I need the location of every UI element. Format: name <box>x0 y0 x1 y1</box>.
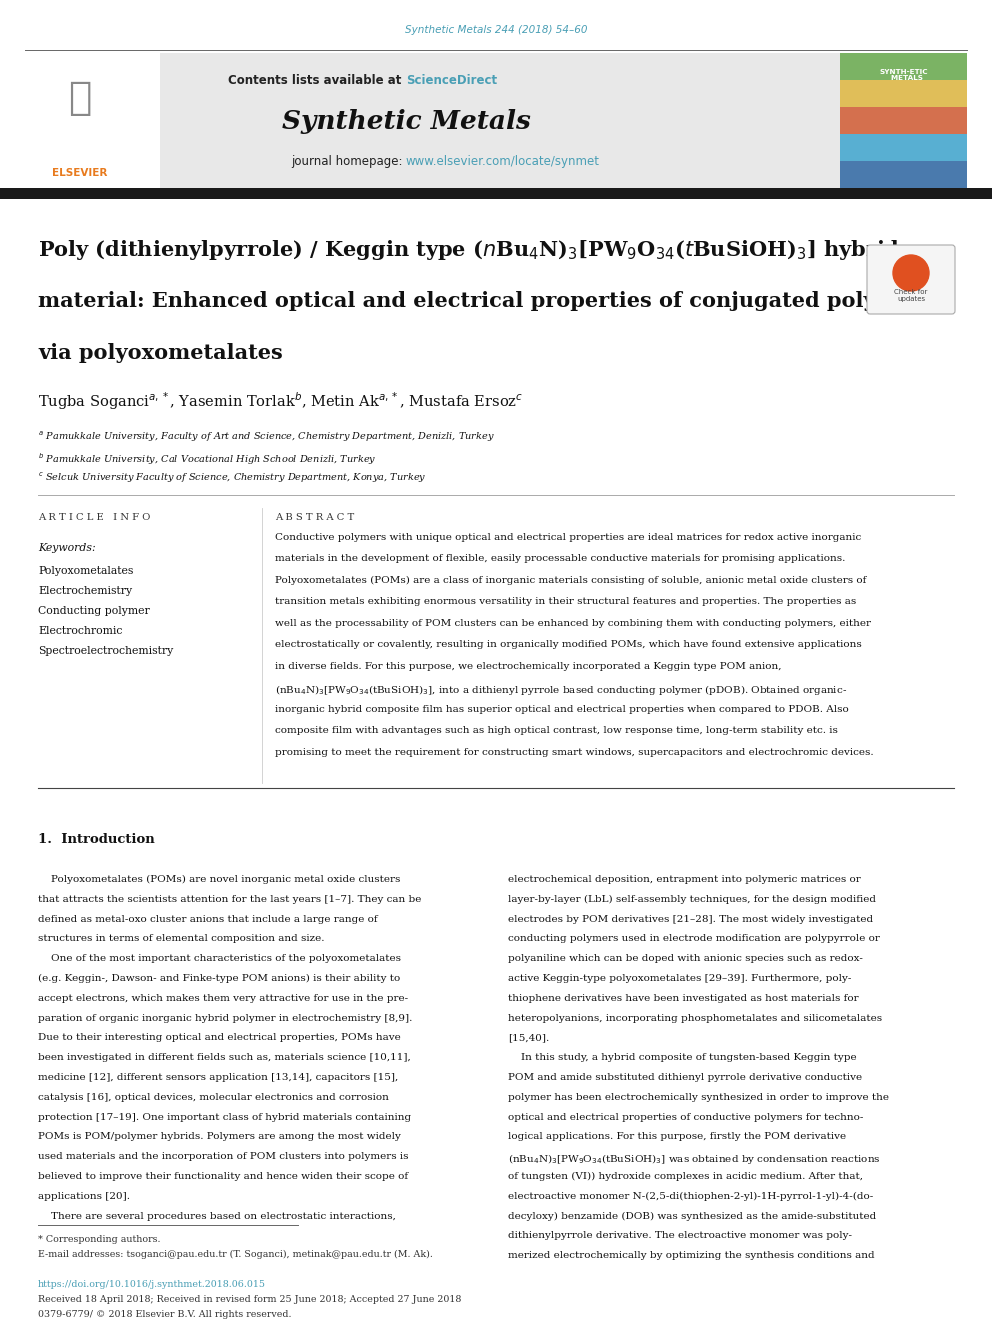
Text: ScienceDirect: ScienceDirect <box>406 74 497 86</box>
Text: Synthetic Metals: Synthetic Metals <box>282 110 531 135</box>
Text: heteropolyanions, incorporating phosphometalates and silicometalates: heteropolyanions, incorporating phosphom… <box>508 1013 882 1023</box>
Text: A B S T R A C T: A B S T R A C T <box>275 513 354 523</box>
Text: inorganic hybrid composite film has superior optical and electrical properties w: inorganic hybrid composite film has supe… <box>275 705 849 714</box>
Text: A R T I C L E   I N F O: A R T I C L E I N F O <box>38 513 151 523</box>
Text: Polyoxometalates (POMs) are a class of inorganic materials consisting of soluble: Polyoxometalates (POMs) are a class of i… <box>275 576 866 585</box>
Text: Spectroelectrochemistry: Spectroelectrochemistry <box>38 646 174 656</box>
Text: www.elsevier.com/locate/synmet: www.elsevier.com/locate/synmet <box>406 156 600 168</box>
Text: defined as metal-oxo cluster anions that include a large range of: defined as metal-oxo cluster anions that… <box>38 914 378 923</box>
Text: https://doi.org/10.1016/j.synthmet.2018.06.015: https://doi.org/10.1016/j.synthmet.2018.… <box>38 1279 266 1289</box>
Text: Received 18 April 2018; Received in revised form 25 June 2018; Accepted 27 June : Received 18 April 2018; Received in revi… <box>38 1295 461 1304</box>
Text: ELSEVIER: ELSEVIER <box>53 168 108 179</box>
Text: logical applications. For this purpose, firstly the POM derivative: logical applications. For this purpose, … <box>508 1132 846 1142</box>
Text: Electrochemistry: Electrochemistry <box>38 586 132 595</box>
Bar <box>840 53 967 188</box>
Text: promising to meet the requirement for constructing smart windows, supercapacitor: promising to meet the requirement for co… <box>275 747 874 757</box>
Text: journal homepage:: journal homepage: <box>291 156 406 168</box>
Text: protection [17–19]. One important class of hybrid materials containing: protection [17–19]. One important class … <box>38 1113 411 1122</box>
Text: Check for
updates: Check for updates <box>895 290 928 303</box>
Text: $^{a}$ Pamukkale University, Faculty of Art and Science, Chemistry Department, D: $^{a}$ Pamukkale University, Faculty of … <box>38 430 495 445</box>
Bar <box>840 161 967 188</box>
Text: via polyoxometalates: via polyoxometalates <box>38 343 283 363</box>
Bar <box>0 188 992 198</box>
Text: There are several procedures based on electrostatic interactions,: There are several procedures based on el… <box>38 1212 396 1221</box>
Text: $^{b}$ Pamukkale University, Cal Vocational High School Denizli, Turkey: $^{b}$ Pamukkale University, Cal Vocatio… <box>38 451 376 467</box>
Text: materials in the development of flexible, easily processable conductive material: materials in the development of flexible… <box>275 554 845 564</box>
Text: electrostatically or covalently, resulting in organically modified POMs, which h: electrostatically or covalently, resulti… <box>275 640 862 650</box>
Text: merized electrochemically by optimizing the synthesis conditions and: merized electrochemically by optimizing … <box>508 1252 875 1261</box>
Bar <box>840 79 967 107</box>
Text: POMs is POM/polymer hybrids. Polymers are among the most widely: POMs is POM/polymer hybrids. Polymers ar… <box>38 1132 401 1142</box>
Text: applications [20].: applications [20]. <box>38 1192 130 1201</box>
Text: 🌳: 🌳 <box>68 79 91 116</box>
Text: active Keggin-type polyoxometalates [29–39]. Furthermore, poly-: active Keggin-type polyoxometalates [29–… <box>508 974 851 983</box>
Text: One of the most important characteristics of the polyoxometalates: One of the most important characteristic… <box>38 954 401 963</box>
Text: POM and amide substituted dithienyl pyrrole derivative conductive: POM and amide substituted dithienyl pyrr… <box>508 1073 862 1082</box>
Text: used materials and the incorporation of POM clusters into polymers is: used materials and the incorporation of … <box>38 1152 409 1162</box>
Text: (nBu$_4$N)$_3$[PW$_9$O$_{34}$(tBuSiOH)$_3$], into a dithienyl pyrrole based cond: (nBu$_4$N)$_3$[PW$_9$O$_{34}$(tBuSiOH)$_… <box>275 684 847 697</box>
Text: Polyoxometalates (POMs) are novel inorganic metal oxide clusters: Polyoxometalates (POMs) are novel inorga… <box>38 875 401 884</box>
Text: material: Enhanced optical and electrical properties of conjugated polymers: material: Enhanced optical and electrica… <box>38 291 933 311</box>
Text: 0379-6779/ © 2018 Elsevier B.V. All rights reserved.: 0379-6779/ © 2018 Elsevier B.V. All righ… <box>38 1310 292 1319</box>
Text: Due to their interesting optical and electrical properties, POMs have: Due to their interesting optical and ele… <box>38 1033 401 1043</box>
FancyBboxPatch shape <box>867 245 955 314</box>
Text: structures in terms of elemental composition and size.: structures in terms of elemental composi… <box>38 934 324 943</box>
Text: of tungsten (VI)) hydroxide complexes in acidic medium. After that,: of tungsten (VI)) hydroxide complexes in… <box>508 1172 863 1181</box>
Text: composite film with advantages such as high optical contrast, low response time,: composite film with advantages such as h… <box>275 726 838 736</box>
Text: Tugba Soganci$^{a,*}$, Yasemin Torlak$^{b}$, Metin Ak$^{a,*}$, Mustafa Ersoz$^{c: Tugba Soganci$^{a,*}$, Yasemin Torlak$^{… <box>38 390 523 411</box>
Text: been investigated in different fields such as, materials science [10,11],: been investigated in different fields su… <box>38 1053 411 1062</box>
Text: believed to improve their functionality and hence widen their scope of: believed to improve their functionality … <box>38 1172 408 1181</box>
Text: catalysis [16], optical devices, molecular electronics and corrosion: catalysis [16], optical devices, molecul… <box>38 1093 389 1102</box>
Text: Polyoxometalates: Polyoxometalates <box>38 566 133 576</box>
Text: dithienylpyrrole derivative. The electroactive monomer was poly-: dithienylpyrrole derivative. The electro… <box>508 1232 852 1241</box>
Bar <box>840 134 967 161</box>
Text: * Corresponding authors.: * Corresponding authors. <box>38 1234 161 1244</box>
Text: Poly (dithienylpyrrole) / Keggin type ($n$Bu$_4$N)$_3$[PW$_9$O$_{34}$($t$BuSiOH): Poly (dithienylpyrrole) / Keggin type ($… <box>38 238 900 262</box>
Bar <box>840 107 967 134</box>
Text: Keywords:: Keywords: <box>38 542 95 553</box>
Text: Contents lists available at: Contents lists available at <box>228 74 406 86</box>
Text: conducting polymers used in electrode modification are polypyrrole or: conducting polymers used in electrode mo… <box>508 934 880 943</box>
Text: [15,40].: [15,40]. <box>508 1033 550 1043</box>
Text: In this study, a hybrid composite of tungsten-based Keggin type: In this study, a hybrid composite of tun… <box>508 1053 857 1062</box>
Text: polymer has been electrochemically synthesized in order to improve the: polymer has been electrochemically synth… <box>508 1093 889 1102</box>
Text: well as the processability of POM clusters can be enhanced by combining them wit: well as the processability of POM cluste… <box>275 619 871 628</box>
Text: paration of organic inorganic hybrid polymer in electrochemistry [8,9].: paration of organic inorganic hybrid pol… <box>38 1013 413 1023</box>
Text: accept electrons, which makes them very attractive for use in the pre-: accept electrons, which makes them very … <box>38 994 408 1003</box>
Bar <box>840 53 967 79</box>
Text: polyaniline which can be doped with anionic species such as redox-: polyaniline which can be doped with anio… <box>508 954 863 963</box>
Text: that attracts the scientists attention for the last years [1–7]. They can be: that attracts the scientists attention f… <box>38 894 422 904</box>
Text: Conductive polymers with unique optical and electrical properties are ideal matr: Conductive polymers with unique optical … <box>275 533 861 542</box>
Bar <box>25 53 967 188</box>
Text: Conducting polymer: Conducting polymer <box>38 606 150 617</box>
Text: thiophene derivatives have been investigated as host materials for: thiophene derivatives have been investig… <box>508 994 859 1003</box>
Text: medicine [12], different sensors application [13,14], capacitors [15],: medicine [12], different sensors applica… <box>38 1073 398 1082</box>
Text: Synthetic Metals 244 (2018) 54–60: Synthetic Metals 244 (2018) 54–60 <box>405 25 587 34</box>
Text: decyloxy) benzamide (DOB) was synthesized as the amide-substituted: decyloxy) benzamide (DOB) was synthesize… <box>508 1212 876 1221</box>
Text: (e.g. Keggin-, Dawson- and Finke-type POM anions) is their ability to: (e.g. Keggin-, Dawson- and Finke-type PO… <box>38 974 400 983</box>
Text: transition metals exhibiting enormous versatility in their structural features a: transition metals exhibiting enormous ve… <box>275 598 856 606</box>
Text: (nBu$_4$N)$_3$[PW$_9$O$_{34}$(tBuSiOH)$_3$] was obtained by condensation reactio: (nBu$_4$N)$_3$[PW$_9$O$_{34}$(tBuSiOH)$_… <box>508 1152 881 1166</box>
Circle shape <box>893 255 929 291</box>
Text: electrodes by POM derivatives [21–28]. The most widely investigated: electrodes by POM derivatives [21–28]. T… <box>508 914 873 923</box>
Text: SYNTH-ETIC
  METALS: SYNTH-ETIC METALS <box>880 69 929 82</box>
Text: electrochemical deposition, entrapment into polymeric matrices or: electrochemical deposition, entrapment i… <box>508 875 861 884</box>
Text: layer-by-layer (LbL) self-assembly techniques, for the design modified: layer-by-layer (LbL) self-assembly techn… <box>508 894 876 904</box>
Text: optical and electrical properties of conductive polymers for techno-: optical and electrical properties of con… <box>508 1113 863 1122</box>
Text: in diverse fields. For this purpose, we electrochemically incorporated a Keggin : in diverse fields. For this purpose, we … <box>275 662 782 671</box>
Text: Electrochromic: Electrochromic <box>38 626 122 636</box>
Text: E-mail addresses: tsoganci@pau.edu.tr (T. Soganci), metinak@pau.edu.tr (M. Ak).: E-mail addresses: tsoganci@pau.edu.tr (T… <box>38 1250 433 1259</box>
Text: electroactive monomer N-(2,5-di(thiophen-2-yl)-1H-pyrrol-1-yl)-4-(do-: electroactive monomer N-(2,5-di(thiophen… <box>508 1192 873 1201</box>
Bar <box>0 53 160 188</box>
Text: $^{c}$ Selcuk University Faculty of Science, Chemistry Department, Konya, Turkey: $^{c}$ Selcuk University Faculty of Scie… <box>38 471 427 486</box>
Text: 1.  Introduction: 1. Introduction <box>38 833 155 845</box>
